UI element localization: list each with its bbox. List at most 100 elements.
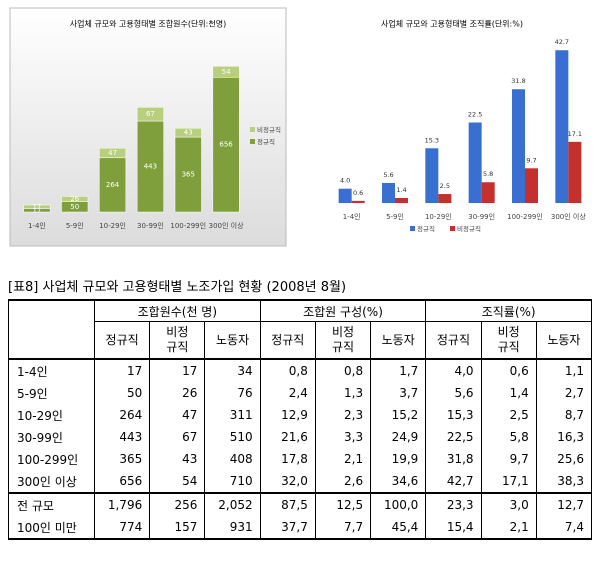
column-header-cell: 정규직 <box>425 321 482 360</box>
column-header: 정규직 <box>105 332 139 347</box>
cell: 157 <box>149 516 206 539</box>
cell: 37,7 <box>259 516 316 539</box>
table-row: 전 규모 1,796 256 2,052 87,5 12,5 100,0 23,3 3,0 12,… <box>8 493 593 516</box>
row-label: 100-299인 <box>8 448 95 470</box>
column-header-cell: 정규직 <box>259 321 316 360</box>
chart-title: 사업체 규모와 고용형태별 조합원수(단위:천명) <box>70 19 226 29</box>
cell: 21,6 <box>259 426 316 448</box>
column-header: 노동자 <box>381 332 415 347</box>
column-header-cell: 비정규직 <box>149 321 206 360</box>
cell: 25,6 <box>535 448 593 470</box>
cell: 656 <box>93 470 151 494</box>
x-tick-label: 30-99인 <box>137 221 164 230</box>
bar <box>512 89 525 203</box>
legend-swatch <box>250 139 255 144</box>
group-header: 조합원수(천 명) <box>94 299 261 322</box>
table-row: 100인 미만 774 157 931 37,7 7,7 45,4 15,4 2,1 7,4 <box>8 516 593 539</box>
x-tick-label: 1-4인 <box>343 212 361 221</box>
bar <box>568 141 582 203</box>
value-label: 17.1 <box>568 130 582 138</box>
cell: 2,3 <box>314 404 372 426</box>
column-header-cell: 노동자 <box>535 321 593 360</box>
column-header: 노동자 <box>215 332 250 347</box>
value-label: 4.0 <box>340 177 350 185</box>
cell: 2,6 <box>314 470 372 494</box>
cell: 26 <box>149 382 206 404</box>
value-label: 67 <box>146 110 155 118</box>
value-label: 656 <box>219 141 233 149</box>
cell: 42,7 <box>425 470 482 494</box>
cell: 8,7 <box>535 404 593 426</box>
bar <box>468 122 482 203</box>
cell: 256 <box>149 493 206 516</box>
cell: 34,6 <box>370 470 427 494</box>
cell: 19,9 <box>370 448 427 470</box>
value-label: 15.3 <box>425 136 439 144</box>
row-label: 10-29인 <box>8 404 95 426</box>
group-header: 조직률(%) <box>425 299 592 322</box>
chart-title: 사업체 규모와 고용형태별 조직률(단위:%) <box>381 19 523 29</box>
cell: 3,0 <box>480 493 537 516</box>
x-tick-label: 10-29인 <box>425 212 452 221</box>
column-header-cell: 정규직 <box>93 321 151 360</box>
legend-label: 비정규직 <box>257 125 281 134</box>
cell: 17,8 <box>259 448 316 470</box>
cell: 2,7 <box>535 382 593 404</box>
cell: 5,6 <box>425 382 482 404</box>
cell: 17 <box>149 358 206 382</box>
value-label: 5.8 <box>483 170 493 178</box>
corner-cell <box>8 299 95 360</box>
cell: 510 <box>204 426 261 448</box>
bar <box>425 148 439 203</box>
bar <box>525 168 538 203</box>
x-tick-label: 5-9인 <box>386 212 404 221</box>
cell: 15,3 <box>425 404 482 426</box>
value-label: 54 <box>222 68 231 76</box>
cell: 12,9 <box>259 404 316 426</box>
cell: 38,3 <box>535 470 593 494</box>
bar-segment <box>174 127 202 138</box>
x-tick-label: 5-9인 <box>66 221 84 230</box>
cell: 34 <box>204 358 261 382</box>
cell: 12,7 <box>535 493 593 516</box>
value-label: 2.5 <box>440 182 450 190</box>
cell: 2,4 <box>259 382 316 404</box>
value-label: 50 <box>70 203 79 211</box>
cell: 1,4 <box>480 382 537 404</box>
legend-label: 정규직 <box>417 224 435 233</box>
column-header: 비정규직 <box>497 325 520 354</box>
cell: 774 <box>93 516 151 539</box>
cell: 16,3 <box>535 426 593 448</box>
bar <box>555 50 569 204</box>
bar <box>481 182 495 203</box>
bar <box>438 194 452 203</box>
cell: 22,5 <box>425 426 482 448</box>
cell: 1,1 <box>535 358 593 382</box>
table-row: 300인 이상 656 54 710 32,0 2,6 34,6 42,7 17,1 38,3 <box>8 470 593 494</box>
value-label: 5.6 <box>383 171 393 179</box>
x-tick-label: 1-4인 <box>28 221 46 230</box>
cell: 54 <box>149 470 206 494</box>
cell: 7,4 <box>535 516 593 539</box>
cell: 43 <box>149 448 206 470</box>
cell: 931 <box>204 516 261 539</box>
cell: 0,6 <box>480 358 537 382</box>
cell: 311 <box>204 404 261 426</box>
column-header-cell: 비정규직 <box>314 321 372 360</box>
x-tick-label: 300인 이상 <box>551 212 586 221</box>
value-label: 9.7 <box>526 156 536 164</box>
cell: 31,8 <box>425 448 482 470</box>
cell: 7,7 <box>314 516 372 539</box>
table-row: 100-299인 365 43 408 17,8 2,1 19,9 31,8 9,7 25,6 <box>8 448 593 470</box>
column-header: 비정규직 <box>331 325 355 354</box>
bar-segment <box>99 157 127 213</box>
cell: 47 <box>149 404 206 426</box>
value-label: 26 <box>70 195 79 203</box>
bar <box>351 200 365 203</box>
cell: 24,9 <box>370 426 427 448</box>
value-label: 22.5 <box>468 111 482 119</box>
x-tick-label: 100-299인 <box>507 212 543 221</box>
cell: 23,3 <box>425 493 482 516</box>
data-table: 조합원수(천 명) 조합원 구성(%) 조직률(%) 정규직 비정규직 노동자 정규직 비정… <box>8 299 593 540</box>
